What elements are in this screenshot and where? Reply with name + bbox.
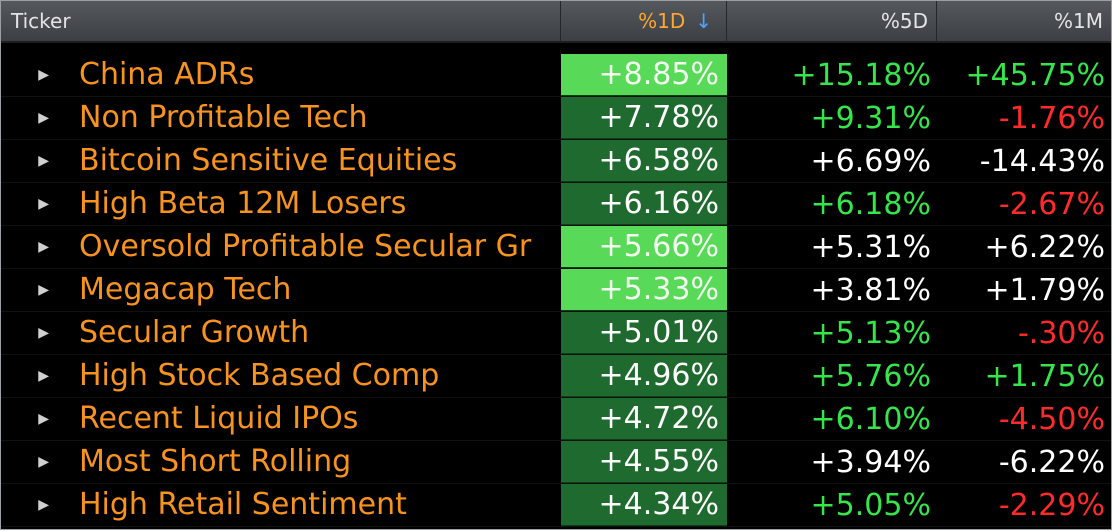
pct-1d-cell: +8.85%	[561, 54, 727, 96]
ticker-cell[interactable]: ▶ Non Profitable Tech	[1, 97, 561, 139]
ticker-cell[interactable]: ▶ Megacap Tech	[1, 269, 561, 311]
ticker-cell[interactable]: ▶ Secular Growth	[1, 312, 561, 354]
arrow-down-icon: ↓	[695, 9, 712, 33]
table-row[interactable]: ▶ High Stock Based Comp +4.96% +5.76% +1.75%	[1, 355, 1111, 398]
column-header-5d-label: %5D	[880, 9, 928, 33]
column-header-ticker[interactable]: Ticker	[1, 1, 561, 41]
table-row[interactable]: ▶ China ADRs +8.85% +15.18% +45.75%	[1, 54, 1111, 97]
column-header-5d[interactable]: %5D	[727, 1, 937, 41]
pct-1m-cell: -1.76%	[998, 100, 1105, 136]
ticker-label: High Beta 12M Losers	[79, 186, 407, 221]
ticker-cell[interactable]: ▶ High Retail Sentiment	[1, 484, 561, 526]
expand-arrow-icon[interactable]: ▶	[38, 239, 49, 255]
column-header-1m[interactable]: %1M	[937, 1, 1111, 41]
table-row[interactable]: ▶ High Beta 12M Losers +6.16% +6.18% -2.67%	[1, 183, 1111, 226]
pct-1d-cell: +7.78%	[561, 97, 727, 139]
pct-5d-cell: +6.18%	[810, 186, 931, 222]
table-row[interactable]: ▶ Recent Liquid IPOs +4.72% +6.10% -4.50%	[1, 398, 1111, 441]
column-header-ticker-label: Ticker	[11, 9, 71, 33]
pct-1d-cell: +5.01%	[561, 312, 727, 354]
table-row[interactable]: ▶ Bitcoin Sensitive Equities +6.58% +6.69% -…	[1, 140, 1111, 183]
ticker-cell[interactable]: ▶ High Beta 12M Losers	[1, 183, 561, 225]
pct-1d-cell: +4.34%	[561, 484, 727, 526]
pct-1d-cell: +6.58%	[561, 140, 727, 182]
table-row[interactable]: ▶ Oversold Profitable Secular Gr +5.66% +5.…	[1, 226, 1111, 269]
ticker-label: High Stock Based Comp	[79, 358, 440, 393]
pct-1d-cell: +5.33%	[561, 269, 727, 311]
pct-1m-cell: -.30%	[1017, 315, 1105, 351]
pct-1m-cell: +45.75%	[965, 57, 1105, 93]
pct-1m-cell: -14.43%	[979, 143, 1105, 179]
column-header-1d-label: %1D	[638, 9, 686, 33]
table-row[interactable]: ▶ Most Short Rolling +4.55% +3.94% -6.22%	[1, 441, 1111, 484]
expand-arrow-icon[interactable]: ▶	[38, 110, 49, 126]
pct-5d-cell: +3.81%	[810, 272, 931, 308]
pct-1d-cell: +4.96%	[561, 355, 727, 397]
ticker-cell[interactable]: ▶ China ADRs	[1, 54, 561, 96]
table-row[interactable]: ▶ Secular Growth +5.01% +5.13% -.30%	[1, 312, 1111, 355]
expand-arrow-icon[interactable]: ▶	[38, 196, 49, 212]
ticker-cell[interactable]: ▶ Most Short Rolling	[1, 441, 561, 483]
pct-5d-cell: +9.31%	[810, 100, 931, 136]
pct-1m-cell: +1.79%	[984, 272, 1105, 308]
table-header: Ticker %1D ↓ %5D %1M	[1, 1, 1111, 43]
pct-5d-cell: +6.10%	[810, 401, 931, 437]
ticker-label: Bitcoin Sensitive Equities	[79, 143, 458, 178]
expand-arrow-icon[interactable]: ▶	[38, 325, 49, 341]
ticker-label: Secular Growth	[79, 315, 310, 350]
pct-1d-cell: +4.55%	[561, 441, 727, 483]
pct-1m-cell: -4.50%	[998, 401, 1105, 437]
ticker-cell[interactable]: ▶ Bitcoin Sensitive Equities	[1, 140, 561, 182]
ticker-cell[interactable]: ▶ Oversold Profitable Secular Gr	[1, 226, 561, 268]
ticker-label: High Retail Sentiment	[79, 487, 407, 522]
expand-arrow-icon[interactable]: ▶	[38, 368, 49, 384]
pct-1d-cell: +6.16%	[561, 183, 727, 225]
ticker-label: Most Short Rolling	[79, 444, 352, 479]
pct-5d-cell: +6.69%	[810, 143, 931, 179]
ticker-label: Non Profitable Tech	[79, 100, 368, 135]
pct-1d-cell: +4.72%	[561, 398, 727, 440]
ticker-cell[interactable]: ▶ High Stock Based Comp	[1, 355, 561, 397]
ticker-label: Megacap Tech	[79, 272, 292, 307]
table-row[interactable]: ▶ Megacap Tech +5.33% +3.81% +1.79%	[1, 269, 1111, 312]
pct-1m-cell: -2.29%	[998, 487, 1105, 523]
expand-arrow-icon[interactable]: ▶	[38, 454, 49, 470]
expand-arrow-icon[interactable]: ▶	[38, 153, 49, 169]
ticker-cell[interactable]: ▶ Recent Liquid IPOs	[1, 398, 561, 440]
pct-1m-cell: -6.22%	[998, 444, 1105, 480]
pct-1m-cell: +6.22%	[984, 229, 1105, 265]
pct-5d-cell: +5.31%	[810, 229, 931, 265]
expand-arrow-icon[interactable]: ▶	[38, 497, 49, 513]
table-body: ▶ China ADRs +8.85% +15.18% +45.75% ▶ Non Prof…	[1, 54, 1111, 527]
pct-5d-cell: +3.94%	[810, 444, 931, 480]
pct-1d-cell: +5.66%	[561, 226, 727, 268]
ticker-label: Recent Liquid IPOs	[79, 401, 359, 436]
column-header-1d[interactable]: %1D ↓	[561, 1, 727, 41]
pct-5d-cell: +5.05%	[810, 487, 931, 523]
table-row[interactable]: ▶ High Retail Sentiment +4.34% +5.05% -2.29%	[1, 484, 1111, 527]
pct-5d-cell: +15.18%	[791, 57, 931, 93]
table-row[interactable]: ▶ Non Profitable Tech +7.78% +9.31% -1.76%	[1, 97, 1111, 140]
pct-1m-cell: -2.67%	[998, 186, 1105, 222]
ticker-label: China ADRs	[79, 57, 255, 92]
pct-1m-cell: +1.75%	[984, 358, 1105, 394]
column-header-1m-label: %1M	[1054, 9, 1103, 33]
expand-arrow-icon[interactable]: ▶	[38, 282, 49, 298]
expand-arrow-icon[interactable]: ▶	[38, 67, 49, 83]
ticker-label: Oversold Profitable Secular Gr	[79, 229, 532, 264]
expand-arrow-icon[interactable]: ▶	[38, 411, 49, 427]
pct-5d-cell: +5.13%	[810, 315, 931, 351]
pct-5d-cell: +5.76%	[810, 358, 931, 394]
